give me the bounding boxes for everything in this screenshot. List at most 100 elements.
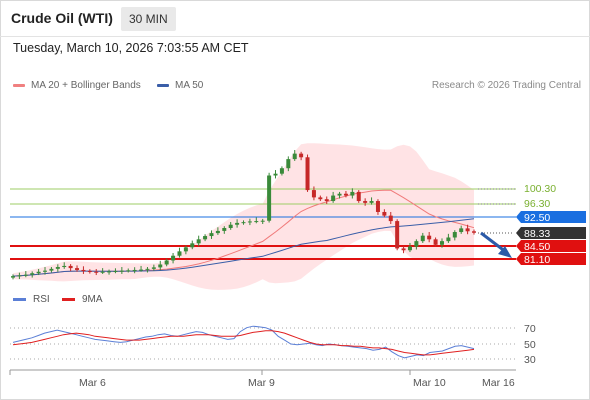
candle-body (324, 199, 329, 202)
candle-body (305, 157, 310, 191)
candle-body (196, 239, 201, 244)
candle-body (465, 228, 470, 232)
candle-body (401, 248, 406, 251)
rsi-swatch (13, 298, 26, 301)
rsi-label: RSI (33, 294, 50, 305)
candle-body (343, 193, 348, 196)
level-label-92: 92.50 (524, 212, 550, 224)
support-price-box-2: 81.10 (516, 253, 586, 266)
candle-body (318, 197, 323, 200)
candle-body (171, 255, 176, 261)
ma9-swatch (62, 298, 75, 301)
support-price-box-1: 84.50 (516, 240, 586, 253)
pivot-price-box: 92.50 (516, 211, 586, 224)
x-tick-mar9: Mar 9 (248, 377, 275, 389)
candle-body (267, 175, 272, 221)
candle-body (107, 271, 112, 273)
rsi-ma9-line (12, 330, 475, 356)
candle-body (356, 191, 361, 202)
candle-body (375, 201, 380, 212)
candle-body (337, 193, 342, 196)
candle-body (299, 153, 304, 158)
bollinger-label: MA 20 + Bollinger Bands (31, 80, 141, 91)
candle-body (119, 270, 124, 272)
candle-body (452, 232, 457, 238)
candle-body (369, 201, 374, 203)
x-tick-mar16: Mar 16 (482, 377, 515, 389)
level-label-100: 100.30 (524, 183, 556, 195)
candle-body (177, 251, 182, 256)
candle-body (311, 190, 316, 198)
candle-body (151, 267, 156, 269)
candle-body (126, 270, 131, 272)
candle-body (183, 247, 188, 252)
candle-body (68, 265, 73, 269)
candle-body (215, 230, 220, 234)
candle-body (420, 235, 425, 242)
candle-body (113, 271, 118, 273)
candle-body (260, 220, 265, 222)
candle-body (407, 246, 412, 251)
candle-body (273, 173, 278, 176)
candle-body (49, 268, 54, 271)
candle-body (203, 236, 208, 240)
candle-body (331, 195, 336, 202)
candle-body (388, 215, 393, 222)
candle-body (235, 222, 240, 225)
rsi-tick-50: 50 (524, 339, 536, 351)
level-label-81: 81.10 (524, 254, 550, 266)
candle-body (363, 201, 368, 203)
candle-body (228, 224, 233, 229)
ma50-swatch (157, 83, 169, 87)
candle-body (350, 191, 355, 196)
last-price-box: 88.33 (516, 227, 586, 240)
rsi-line (12, 325, 475, 359)
timeframe-button[interactable]: 30 MIN (121, 7, 176, 31)
legend-ma50: MA 50 (157, 80, 203, 91)
header-divider (0, 36, 590, 37)
bollinger-swatch (13, 83, 25, 87)
candle-body (247, 221, 252, 223)
rsi-tick-30: 30 (524, 354, 536, 366)
candle-body (43, 270, 48, 272)
legend-bollinger: MA 20 + Bollinger Bands (13, 80, 141, 91)
candle-body (254, 221, 259, 223)
candle-body (62, 265, 67, 268)
candle-body (279, 168, 284, 174)
candle-body (395, 221, 400, 249)
candle-body (472, 231, 476, 233)
level-label-96: 96.30 (524, 198, 550, 210)
last-price-label: 88.33 (524, 228, 550, 240)
candle-body (81, 269, 86, 272)
level-labels: 100.30 96.30 92.50 88.33 84.50 81.10 (516, 183, 586, 266)
candle-body (87, 271, 92, 273)
level-label-84: 84.50 (524, 241, 550, 253)
candle-body (209, 233, 214, 237)
instrument-title: Crude Oil (WTI) (11, 10, 113, 26)
candle-body (55, 267, 60, 269)
candle-body (382, 211, 387, 216)
candle-body (286, 159, 291, 169)
copyright-text: Research © 2026 Trading Central (431, 80, 581, 91)
ma9-label: 9MA (82, 294, 103, 305)
candle-body (439, 241, 444, 245)
candle-body (17, 275, 22, 277)
candle-body (241, 222, 246, 224)
candle-body (292, 153, 297, 160)
candle-body (75, 268, 80, 270)
rsi-legend: RSI 9MA (13, 294, 103, 305)
candle-body (446, 237, 451, 242)
datetime-label: Tuesday, March 10, 2026 7:03:55 AM CET (13, 41, 249, 55)
candle-body (459, 228, 464, 233)
candle-body (23, 274, 28, 276)
x-tick-mar10: Mar 10 (413, 377, 446, 389)
candle-body (94, 271, 99, 273)
header: Crude Oil (WTI) 30 MIN (0, 0, 590, 36)
candle-body (36, 271, 41, 274)
candle-body (132, 269, 137, 271)
candle-body (164, 260, 169, 265)
candle-body (427, 235, 432, 240)
candle-body (158, 264, 163, 268)
candlesticks (11, 149, 476, 280)
